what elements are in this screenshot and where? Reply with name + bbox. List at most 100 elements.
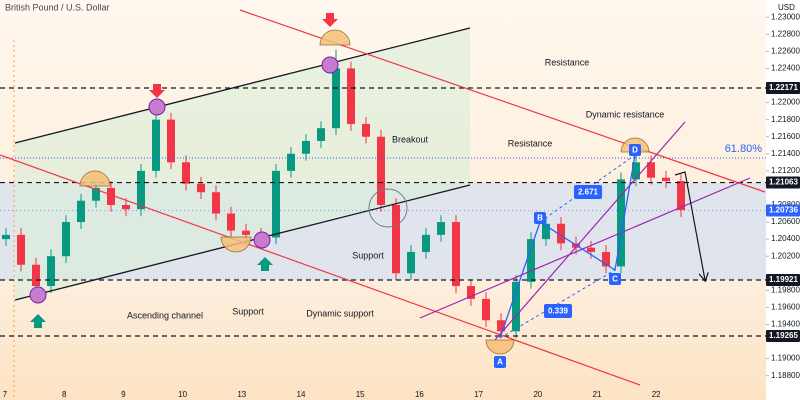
fib-label: 61.80% bbox=[725, 143, 763, 155]
dynamic-support-line bbox=[0, 154, 641, 386]
candle-body bbox=[17, 234, 25, 265]
candle-body bbox=[272, 170, 280, 238]
candle-body bbox=[317, 128, 325, 141]
x-tick-label: 7 bbox=[3, 390, 8, 399]
x-tick-label: 10 bbox=[178, 390, 187, 399]
ratio-label: 0.339 bbox=[548, 307, 569, 316]
purple-upper bbox=[494, 121, 686, 341]
candle-body bbox=[497, 320, 505, 332]
y-tick-label: 1.23000 bbox=[771, 12, 800, 21]
price-tag bbox=[766, 176, 800, 189]
candle-body bbox=[77, 200, 85, 223]
point-label: A bbox=[497, 358, 503, 367]
price-tag bbox=[766, 204, 800, 217]
y-tick-label: 1.22000 bbox=[771, 98, 800, 107]
currency: USD bbox=[778, 3, 795, 12]
x-tick-label: 14 bbox=[297, 390, 306, 399]
candle-body bbox=[392, 204, 400, 274]
candle-body bbox=[602, 251, 610, 267]
channel-upper bbox=[14, 27, 471, 144]
y-tick-label: 1.19600 bbox=[771, 303, 800, 312]
candle-body bbox=[227, 213, 235, 231]
candle-body bbox=[152, 119, 160, 171]
y-tick-label: 1.21200 bbox=[771, 166, 800, 175]
touch-circle bbox=[253, 231, 271, 249]
candle-body bbox=[47, 256, 55, 287]
touch-marker bbox=[79, 170, 111, 187]
annotation: Dynamic support bbox=[306, 308, 374, 318]
candle-body bbox=[452, 222, 460, 287]
candle-body bbox=[527, 239, 535, 282]
channel-fill bbox=[15, 28, 470, 300]
y-tick-label: 1.18800 bbox=[771, 371, 800, 380]
price-tag-label: 1.21063 bbox=[769, 178, 798, 187]
point-badge bbox=[494, 356, 506, 368]
price-tag-label: 1.19921 bbox=[769, 275, 798, 284]
touch-marker bbox=[220, 236, 252, 253]
x-tick-label: 16 bbox=[415, 390, 424, 399]
y-tick-label: 1.22800 bbox=[771, 29, 800, 38]
x-tick-label: 9 bbox=[121, 390, 126, 399]
x-tick-label: 17 bbox=[474, 390, 483, 399]
up-arrow bbox=[30, 314, 46, 328]
x-tick-label: 22 bbox=[652, 390, 661, 399]
ratio-label: 2.671 bbox=[578, 188, 599, 197]
annotation: Dynamic resistance bbox=[586, 109, 665, 119]
candle-body bbox=[377, 136, 385, 205]
candle-body bbox=[632, 162, 640, 180]
y-tick-label: 1.19400 bbox=[771, 320, 800, 329]
x-tick-label: 20 bbox=[533, 390, 542, 399]
drawings bbox=[0, 9, 766, 386]
candle-body bbox=[2, 234, 10, 240]
y-tick-label: 1.21400 bbox=[771, 149, 800, 158]
candle-body bbox=[347, 68, 355, 124]
candle-body bbox=[422, 234, 430, 252]
touch-circle bbox=[148, 98, 166, 116]
candle-body bbox=[302, 140, 310, 154]
annotation: Support bbox=[352, 250, 384, 260]
price-tag-label: 1.20736 bbox=[769, 206, 798, 215]
y-tick-label: 1.20600 bbox=[771, 217, 800, 226]
candle-body bbox=[197, 183, 205, 193]
candle-body bbox=[137, 170, 145, 210]
y-tick-label: 1.21600 bbox=[771, 132, 800, 141]
candle-body bbox=[467, 286, 475, 299]
annotation: Support bbox=[232, 306, 264, 316]
candle-body bbox=[647, 162, 655, 178]
candle-body bbox=[212, 192, 220, 214]
projection-arrow bbox=[674, 171, 705, 280]
point-label: D bbox=[632, 146, 638, 155]
candle-body bbox=[617, 179, 625, 267]
harmonic-pattern bbox=[499, 154, 636, 339]
x-tick-label: 8 bbox=[62, 390, 67, 399]
candle-body bbox=[542, 223, 550, 240]
purple-lower bbox=[419, 177, 751, 319]
candle-body bbox=[62, 222, 70, 257]
y-tick-label: 1.21800 bbox=[771, 115, 800, 124]
candle-body bbox=[167, 119, 175, 163]
candle-body bbox=[242, 230, 250, 235]
candle-body bbox=[107, 187, 115, 205]
candle-body bbox=[182, 162, 190, 184]
x-tick-label: 13 bbox=[237, 390, 246, 399]
price-tag-label: 1.22171 bbox=[769, 83, 798, 92]
touch-marker bbox=[485, 339, 515, 355]
candle-body bbox=[437, 222, 445, 235]
touch-circle bbox=[321, 56, 339, 74]
candle-body bbox=[677, 181, 685, 211]
point-badge bbox=[534, 212, 546, 224]
point-label: C bbox=[612, 275, 618, 284]
chart-title: British Pound / U.S. Dollar bbox=[5, 2, 110, 12]
candle-body bbox=[557, 223, 565, 244]
y-tick-label: 1.19000 bbox=[771, 354, 800, 363]
harmonic-bd bbox=[539, 154, 636, 223]
annotation: Breakout bbox=[392, 134, 429, 144]
candle-body bbox=[332, 68, 340, 129]
up-arrow bbox=[257, 257, 273, 271]
y-tick-label: 1.22600 bbox=[771, 46, 800, 55]
candle-body bbox=[92, 187, 100, 201]
annotation: Resistance bbox=[508, 138, 553, 148]
price-tag-label: 1.19265 bbox=[769, 331, 798, 340]
candle-body bbox=[662, 177, 670, 182]
